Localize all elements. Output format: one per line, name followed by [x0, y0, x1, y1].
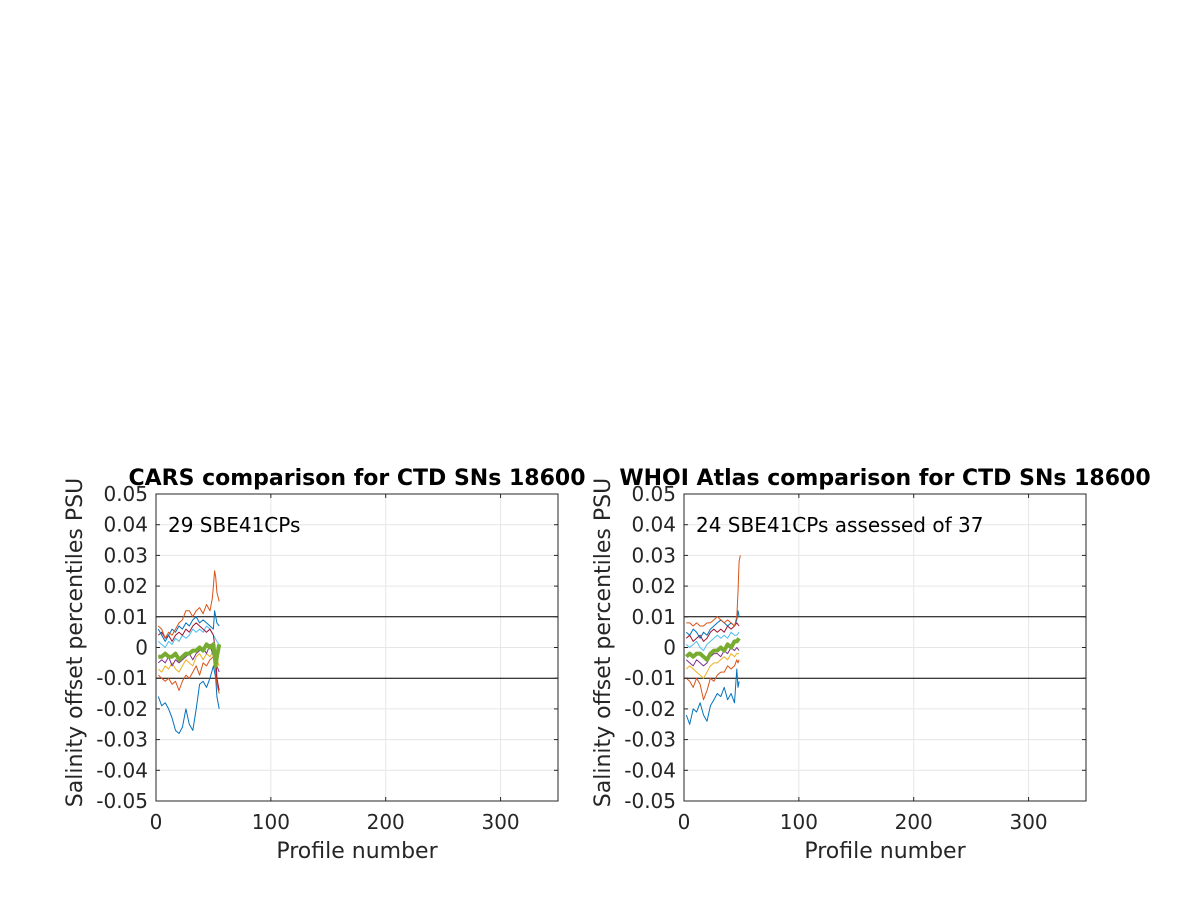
cars-comparison-panel: 0 100 200 300 -0.05 -0.04 -0.03 -0.02 -0.01 0 0.01… [63, 466, 586, 864]
percentile-series-line [157, 650, 220, 673]
x-tick-label: 0 [678, 810, 691, 834]
y-axis-label: Salinity offset percentiles PSU [591, 478, 616, 807]
y-tick-label: 0.05 [103, 482, 148, 506]
x-tick-label: 100 [252, 810, 290, 834]
chart-title: CARS comparison for CTD SNs 18600 [128, 466, 585, 491]
x-axis-label: Profile number [276, 839, 438, 864]
percentile-series-line [685, 668, 740, 725]
percentile-series-line [157, 610, 220, 642]
x-tick-label: 200 [367, 810, 405, 834]
percentile-series-line [685, 659, 740, 701]
y-tick-label: 0.04 [631, 513, 676, 537]
percentile-series-line [685, 631, 740, 652]
median-series-line [158, 642, 222, 668]
y-tick-label: -0.01 [96, 666, 148, 690]
y-tick-label: -0.01 [624, 666, 676, 690]
percentile-series-line [685, 653, 740, 679]
y-tick-label: 0.03 [631, 543, 676, 567]
percentile-series-line [685, 622, 740, 642]
y-tick-label: -0.04 [624, 758, 676, 782]
y-tick-label: 0.02 [631, 574, 676, 598]
percentile-series-line [686, 555, 741, 627]
percentile-series-line [157, 665, 220, 734]
y-tick-label: 0 [663, 636, 676, 660]
annotation-text: 24 SBE41CPs assessed of 37 [696, 513, 983, 537]
y-tick-label: 0.03 [103, 543, 148, 567]
y-tick-label: -0.05 [96, 789, 148, 813]
y-tick-label: 0 [135, 636, 148, 660]
x-axis-label: Profile number [804, 839, 966, 864]
y-tick-label: -0.02 [624, 697, 676, 721]
y-tick-label: -0.03 [96, 728, 148, 752]
percentile-series-line [157, 570, 220, 639]
y-tick-label: 0.04 [103, 513, 148, 537]
median-series-line [684, 637, 741, 662]
y-tick-label: 0.02 [103, 574, 148, 598]
percentile-series-line [157, 622, 220, 691]
y-tick-label: -0.03 [624, 728, 676, 752]
chart-title: WHOI Atlas comparison for CTD SNs 18600 [619, 466, 1150, 491]
y-tick-label: -0.05 [624, 789, 676, 813]
x-tick-label: 200 [895, 810, 933, 834]
y-tick-label: 0.05 [631, 482, 676, 506]
y-tick-label: -0.02 [96, 697, 148, 721]
x-tick-label: 300 [481, 810, 519, 834]
x-tick-label: 0 [150, 810, 163, 834]
y-axis-label: Salinity offset percentiles PSU [63, 478, 88, 807]
whoi-atlas-comparison-panel: 0 100 200 300 -0.05 -0.04 -0.03 -0.02 -0.01 0 0.01… [591, 466, 1151, 864]
y-tick-label: -0.04 [96, 758, 148, 782]
y-tick-label: 0.01 [103, 605, 148, 629]
y-tick-label: 0.01 [631, 605, 676, 629]
annotation-text: 29 SBE41CPs [168, 513, 300, 537]
x-tick-label: 300 [1009, 810, 1047, 834]
x-tick-label: 100 [780, 810, 818, 834]
